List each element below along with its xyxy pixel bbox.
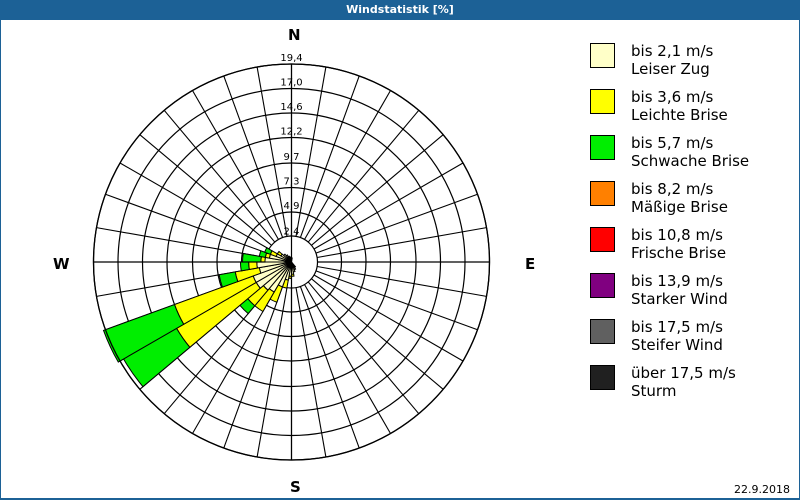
legend-swatch — [590, 227, 615, 252]
wind-sector-segment — [102, 303, 185, 363]
legend-swatch — [590, 43, 615, 68]
legend-swatch — [590, 365, 615, 390]
window-title: Windstatistik [%] — [0, 0, 800, 20]
grid-spoke — [256, 287, 288, 458]
grid-spoke — [223, 286, 284, 449]
grid-spoke — [139, 134, 272, 246]
grid-spoke — [192, 90, 279, 240]
compass-west: W — [53, 255, 70, 273]
grid-spoke — [105, 193, 268, 254]
grid-spoke — [304, 90, 391, 240]
grid-spoke — [307, 109, 420, 243]
compass-south: S — [290, 478, 301, 496]
legend-swatch — [590, 135, 615, 160]
legend-range: bis 5,7 m/s — [631, 134, 714, 152]
wind-sector-segment — [239, 261, 250, 272]
wind-sector-segment — [291, 261, 297, 268]
grid-spoke — [223, 75, 284, 238]
legend-swatch — [590, 319, 615, 344]
outer-ring — [92, 63, 491, 461]
grid-spoke — [295, 287, 327, 458]
legend-label: Schwache Brise — [631, 152, 750, 170]
wind-sector-segment — [248, 261, 258, 271]
legend-label: Sturm — [631, 382, 677, 400]
compass-north: N — [288, 26, 301, 44]
wind-sector-segment — [242, 252, 262, 263]
grid-spoke — [299, 286, 360, 449]
grid-spoke — [315, 270, 478, 331]
legend-range: über 17,5 m/s — [631, 364, 736, 382]
legend-label: Starker Wind — [631, 290, 728, 308]
grid-spoke — [307, 281, 420, 415]
wind-sector-segment — [218, 271, 239, 288]
grid-spoke — [119, 162, 270, 250]
wind-sector-segment — [276, 250, 283, 257]
legend-label: Steifer Wind — [631, 336, 723, 354]
grid-spoke — [311, 134, 444, 246]
bottom-border — [0, 498, 800, 500]
legend-swatch — [590, 273, 615, 298]
grid-spoke — [256, 66, 288, 237]
grid-spoke — [315, 193, 478, 254]
grid-spoke — [317, 227, 487, 259]
grid-spoke — [295, 66, 327, 237]
grid-spoke — [313, 274, 464, 362]
legend-swatch — [590, 89, 615, 114]
legend-swatch — [590, 181, 615, 206]
legend-label: Mäßige Brise — [631, 198, 728, 216]
legend-range: bis 10,8 m/s — [631, 226, 723, 244]
compass-east: E — [525, 255, 536, 273]
grid-spoke — [299, 75, 360, 238]
grid-spoke — [304, 284, 391, 434]
date-label: 22.9.2018 — [734, 483, 790, 496]
legend-range: bis 17,5 m/s — [631, 318, 723, 336]
legend-label: Leichte Brise — [631, 106, 728, 124]
legend-range: bis 3,6 m/s — [631, 88, 714, 106]
grid-spoke — [163, 109, 276, 243]
legend-label: Frische Brise — [631, 244, 727, 262]
legend-range: bis 13,9 m/s — [631, 272, 723, 290]
grid-spoke — [96, 227, 266, 259]
legend-range: bis 2,1 m/s — [631, 42, 714, 60]
ring-label: 19,4 — [280, 53, 302, 64]
grid-spoke — [311, 278, 444, 390]
wind-sector-segment — [264, 247, 273, 255]
legend-range: bis 8,2 m/s — [631, 180, 714, 198]
grid-spoke — [317, 265, 487, 297]
grid-spoke — [313, 162, 464, 250]
legend-label: Leiser Zug — [631, 60, 710, 78]
